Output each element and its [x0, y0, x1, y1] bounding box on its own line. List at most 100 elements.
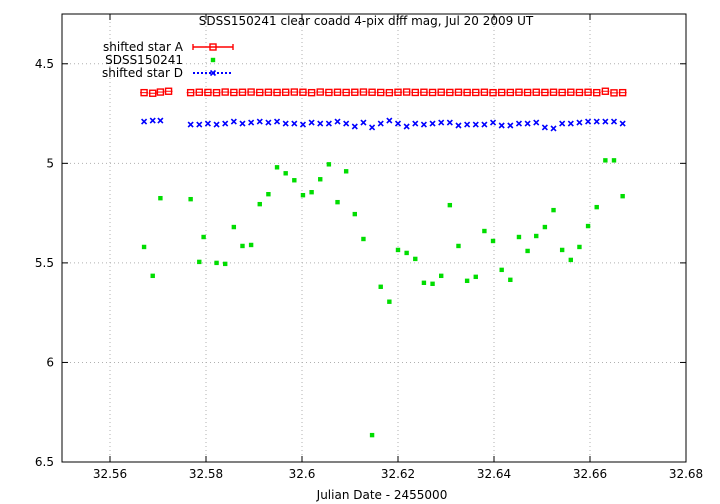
y-tick-label: 6 [46, 355, 54, 369]
sdss150241-point [439, 273, 444, 279]
sdss150241-point [257, 201, 262, 207]
star-a-point [264, 88, 273, 96]
star-a-point [610, 89, 618, 97]
star-d-point [141, 118, 148, 125]
sdss150241-point [611, 158, 617, 163]
x-axis-label: Julian Date - 2455000 [316, 488, 448, 502]
axis-ticks: 32.56 32.58 32.6 32.62 32.64 32.66 32.68 4.5 5 5.… [35, 14, 703, 481]
star-a-point [402, 88, 411, 96]
sdss150241-point [197, 259, 202, 265]
star-d-point [157, 117, 164, 124]
star-a-point [532, 88, 541, 96]
star-a-point [229, 88, 238, 97]
star-d-point [464, 121, 471, 128]
sdss150241-point [603, 158, 608, 163]
x-tick-label: 32.6 [289, 467, 316, 481]
sdss150241-point [568, 257, 573, 263]
star-a-point [540, 88, 549, 97]
star-d-point [213, 121, 220, 128]
star-a-point [394, 88, 402, 96]
legend-swatch [210, 57, 216, 63]
star-d-point [343, 120, 350, 127]
star-a-point [273, 88, 282, 97]
star-d-point [429, 120, 436, 127]
sdss150241-point [525, 248, 530, 254]
sdss150241-point [335, 199, 340, 205]
star-a-point [601, 87, 610, 95]
sdss150241-point [499, 267, 504, 273]
sdss150241-point [283, 171, 288, 176]
sdss150241-point [369, 432, 375, 438]
sdss150241-point [482, 228, 487, 234]
star-a-point [316, 88, 325, 96]
sdss150241-point [395, 247, 401, 253]
sdss150241-point [343, 169, 349, 174]
star-a-point [489, 88, 498, 97]
star-a-point [445, 88, 454, 97]
legend-label: shifted star A [103, 40, 184, 54]
star-a-point [186, 88, 195, 97]
star-d-point [334, 118, 341, 125]
sdss150241-point [201, 234, 206, 240]
star-d-point [524, 120, 531, 127]
star-d-point [446, 119, 453, 126]
sdss150241-point [387, 299, 392, 304]
star-d-point [308, 119, 315, 126]
star-a-point [195, 88, 204, 96]
star-d-point [420, 121, 427, 128]
star-a-point [324, 88, 333, 97]
star-a-point [463, 88, 472, 97]
sdss150241-point [266, 191, 271, 197]
star-a-point [549, 88, 558, 96]
sdss150241-point [516, 234, 522, 240]
star-d-point [472, 121, 479, 128]
series-1 [141, 158, 625, 438]
star-d-point [248, 119, 255, 126]
star-a-point [238, 88, 247, 96]
sdss150241-point [150, 273, 155, 279]
star-d-point [438, 119, 445, 126]
sdss150241-point [594, 204, 599, 210]
sdss150241-point [292, 178, 297, 183]
star-a-point [247, 88, 256, 96]
star-a-point [385, 88, 394, 97]
sdss150241-point [490, 238, 496, 244]
star-a-point [618, 88, 627, 97]
chart-title: SDSS150241 clear coadd 4-pix diff mag, J… [199, 14, 534, 28]
sdss150241-point [158, 195, 163, 201]
star-d-point [585, 118, 592, 125]
grid [62, 14, 686, 462]
star-d-point [394, 120, 402, 127]
star-a-point [359, 88, 368, 96]
x-tick-label: 32.62 [381, 467, 415, 481]
star-a-point [471, 88, 480, 97]
star-d-point [412, 120, 419, 127]
star-d-point [610, 118, 618, 125]
star-a-point [411, 88, 420, 97]
star-d-point [507, 122, 514, 129]
star-a-point [558, 88, 567, 97]
y-tick-label: 4.5 [35, 57, 54, 71]
sdss150241-point [240, 243, 245, 249]
sdss150241-point [231, 224, 237, 230]
star-d-point [351, 123, 358, 130]
sdss150241-point [508, 277, 513, 283]
sdss150241-point [404, 250, 409, 256]
star-d-point [533, 119, 540, 126]
x-tick-label: 32.64 [477, 467, 511, 481]
star-d-point [550, 125, 557, 132]
sdss150241-point [534, 233, 539, 239]
sdss150241-point [413, 256, 418, 262]
star-a-point [290, 88, 299, 96]
star-a-point [140, 88, 149, 97]
x-tick-label: 32.68 [669, 467, 703, 481]
star-d-point [196, 121, 203, 128]
star-d-point [515, 120, 523, 127]
star-d-point [386, 117, 393, 124]
star-d-point [317, 120, 324, 127]
sdss150241-point [352, 211, 357, 217]
sdss150241-point [248, 242, 254, 248]
star-a-point [454, 88, 463, 96]
star-a-point [376, 88, 385, 97]
